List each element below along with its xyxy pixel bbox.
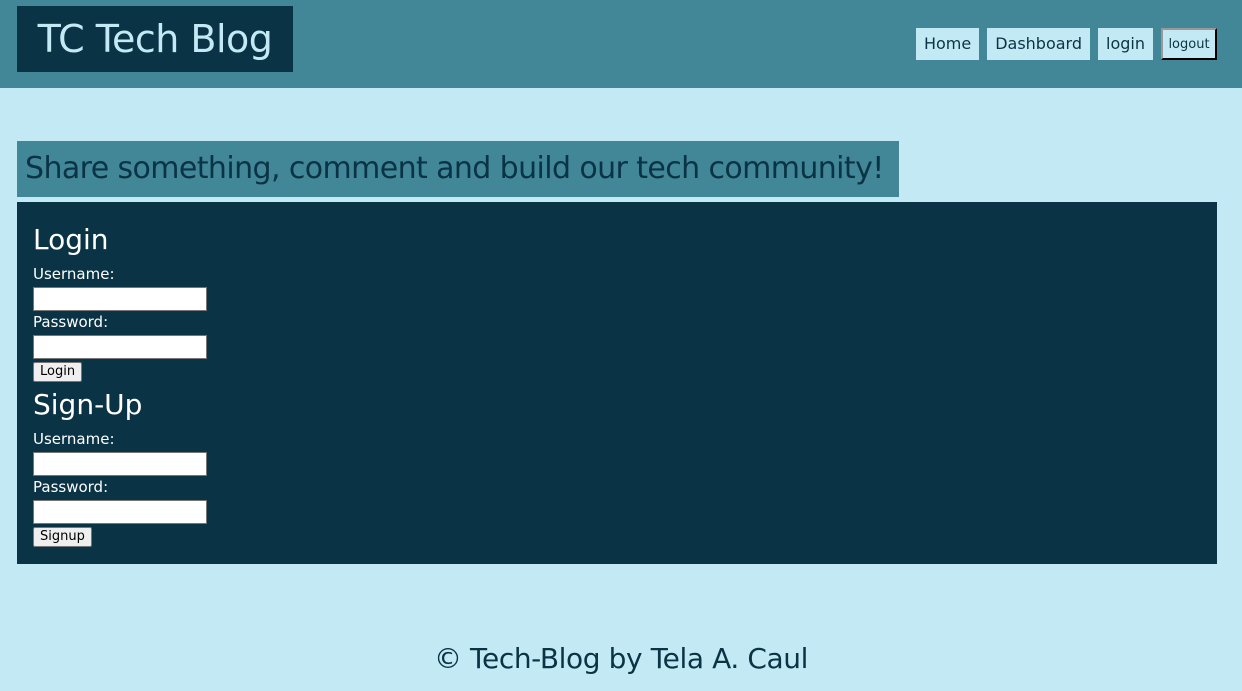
- login-username-label: Username:: [33, 265, 115, 283]
- login-username-input[interactable]: [33, 287, 207, 311]
- signup-username-label: Username:: [33, 430, 115, 448]
- nav-dashboard-link[interactable]: Dashboard: [987, 28, 1091, 60]
- login-button[interactable]: Login: [33, 362, 83, 382]
- site-title: TC Tech Blog: [17, 6, 293, 72]
- signup-username-input[interactable]: [33, 452, 207, 476]
- site-header: TC Tech Blog Home Dashboard login logout: [0, 0, 1242, 88]
- signup-password-label: Password:: [33, 478, 109, 496]
- site-footer: © Tech-Blog by Tela A. Caul: [0, 640, 1242, 678]
- nav-home-link[interactable]: Home: [915, 28, 980, 60]
- signup-button[interactable]: Signup: [33, 527, 92, 547]
- main-nav: Home Dashboard login logout: [915, 28, 1217, 60]
- auth-panel: Login Username: Password: Login Sign-Up …: [17, 202, 1217, 564]
- nav-login-link[interactable]: login: [1098, 28, 1153, 60]
- footer-copyright: © Tech-Blog by Tela A. Caul: [433, 642, 809, 675]
- logout-button[interactable]: logout: [1161, 28, 1217, 60]
- signup-title: Sign-Up: [33, 388, 143, 421]
- page-tagline: Share something, comment and build our t…: [17, 141, 899, 197]
- signup-password-input[interactable]: [33, 500, 207, 524]
- login-password-input[interactable]: [33, 335, 207, 359]
- login-password-label: Password:: [33, 313, 109, 331]
- login-title: Login: [33, 223, 109, 256]
